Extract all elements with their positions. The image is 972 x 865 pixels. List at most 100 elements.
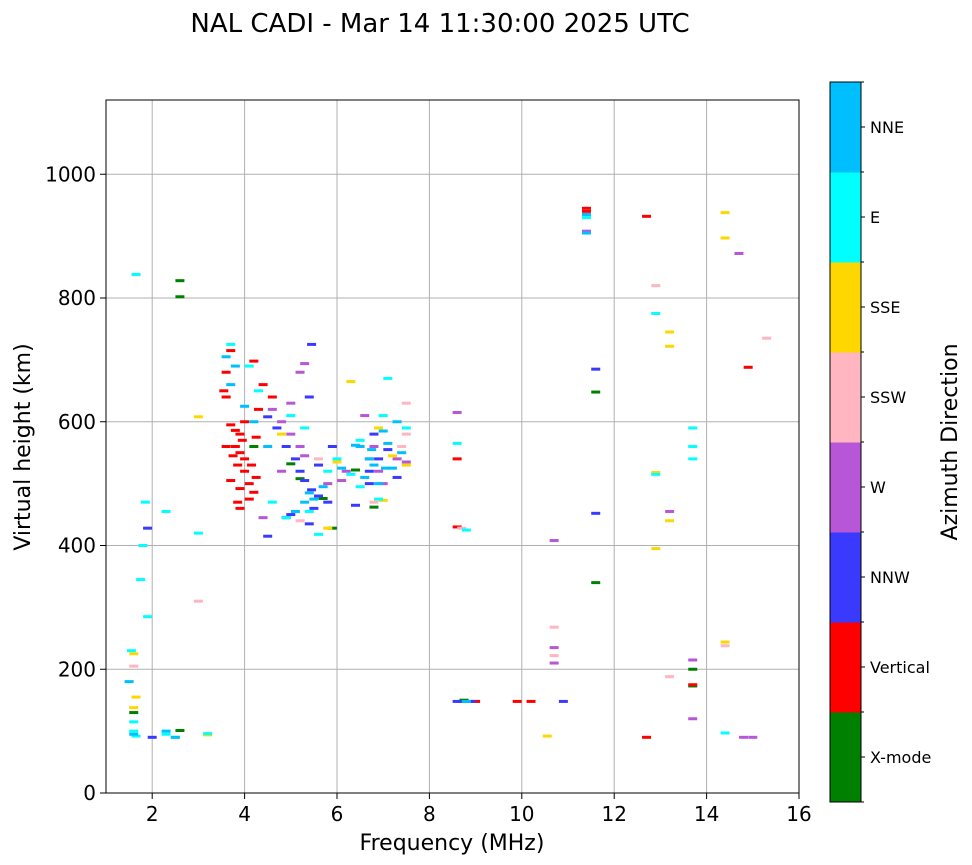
colorbar-segment: [830, 442, 861, 533]
data-point: [327, 526, 337, 530]
data-point: [290, 457, 300, 461]
data-point: [323, 526, 333, 530]
data-point: [314, 463, 324, 467]
data-point: [471, 699, 481, 703]
data-point: [300, 426, 310, 430]
data-point: [161, 509, 171, 513]
data-point: [226, 383, 236, 387]
y-tick-label: 600: [58, 410, 96, 434]
chart-title: NAL CADI - Mar 14 11:30:00 2025 UTC: [190, 9, 689, 39]
data-point: [277, 432, 287, 436]
data-point: [374, 469, 384, 473]
data-point: [688, 658, 698, 662]
y-axis-ticks: 0 200 400 600 800 1000: [45, 162, 106, 805]
data-point: [263, 415, 273, 419]
data-point: [323, 482, 333, 486]
y-tick-label: 0: [83, 781, 96, 805]
data-point: [314, 532, 324, 536]
data-point: [378, 498, 388, 502]
data-point: [272, 426, 282, 430]
data-point: [230, 364, 240, 368]
data-point: [581, 229, 591, 233]
data-point: [355, 445, 365, 448]
data-point: [378, 429, 388, 433]
y-tick-label: 200: [58, 657, 96, 681]
data-point: [549, 661, 559, 665]
data-point: [665, 519, 675, 523]
data-point: [581, 216, 591, 220]
data-point: [244, 482, 254, 486]
x-tick-label: 12: [601, 802, 626, 826]
data-point: [337, 466, 347, 470]
data-point: [549, 625, 559, 629]
x-tick-label: 16: [786, 802, 811, 826]
colorbar-segment: [830, 172, 861, 263]
data-point: [300, 362, 310, 366]
data-point: [665, 675, 675, 679]
data-point: [591, 511, 601, 515]
x-tick-label: 6: [331, 802, 344, 826]
data-point: [332, 460, 342, 464]
data-point: [457, 526, 467, 530]
series-nne: [124, 212, 591, 739]
data-point: [221, 395, 231, 399]
data-point: [542, 734, 552, 738]
data-point: [378, 482, 388, 486]
colorbar-tick-label: X-mode: [870, 748, 931, 767]
data-point: [249, 445, 259, 448]
data-point: [307, 488, 317, 492]
data-point: [665, 509, 675, 513]
data-point: [452, 699, 462, 703]
data-point: [304, 522, 314, 526]
data-point: [281, 445, 291, 448]
data-point: [748, 735, 758, 739]
data-point: [295, 370, 305, 374]
data-point: [383, 448, 393, 452]
data-point: [235, 487, 245, 491]
data-point: [591, 367, 601, 371]
data-point: [267, 500, 277, 504]
data-point: [401, 426, 411, 430]
data-point: [378, 414, 388, 418]
data-point: [263, 534, 273, 538]
data-point: [350, 468, 360, 472]
data-point: [665, 344, 675, 348]
data-point: [512, 699, 522, 703]
data-point: [286, 414, 296, 418]
data-point: [720, 236, 730, 240]
data-point: [323, 500, 333, 504]
data-point: [147, 735, 157, 739]
data-point: [651, 470, 661, 474]
data-point: [346, 472, 356, 476]
data-point: [230, 428, 240, 432]
data-point: [258, 383, 268, 387]
data-point: [286, 432, 296, 436]
data-point: [247, 463, 257, 467]
data-point: [720, 644, 730, 648]
colorbar-tick-label: W: [870, 478, 886, 497]
data-point: [170, 735, 180, 739]
data-point: [226, 342, 236, 346]
data-point: [665, 330, 675, 334]
data-point: [392, 457, 402, 461]
data-point: [226, 349, 236, 353]
data-point: [374, 426, 384, 430]
data-point: [295, 469, 305, 473]
data-point: [240, 469, 250, 473]
colorbar-label: Azimuth Direction: [938, 343, 963, 540]
data-point: [304, 509, 314, 513]
data-point: [591, 581, 601, 585]
data-point: [374, 482, 384, 486]
data-point: [350, 503, 360, 507]
data-point: [452, 525, 462, 529]
colorbar-segment: [830, 532, 861, 623]
data-point: [258, 516, 268, 520]
colorbar-tick-label: NNE: [870, 118, 904, 137]
data-point: [734, 251, 744, 255]
data-point: [642, 214, 652, 218]
data-point: [129, 711, 139, 715]
data-point: [175, 279, 185, 283]
series-ssw: [129, 284, 772, 679]
colorbar-tick-label: NNW: [870, 568, 910, 587]
